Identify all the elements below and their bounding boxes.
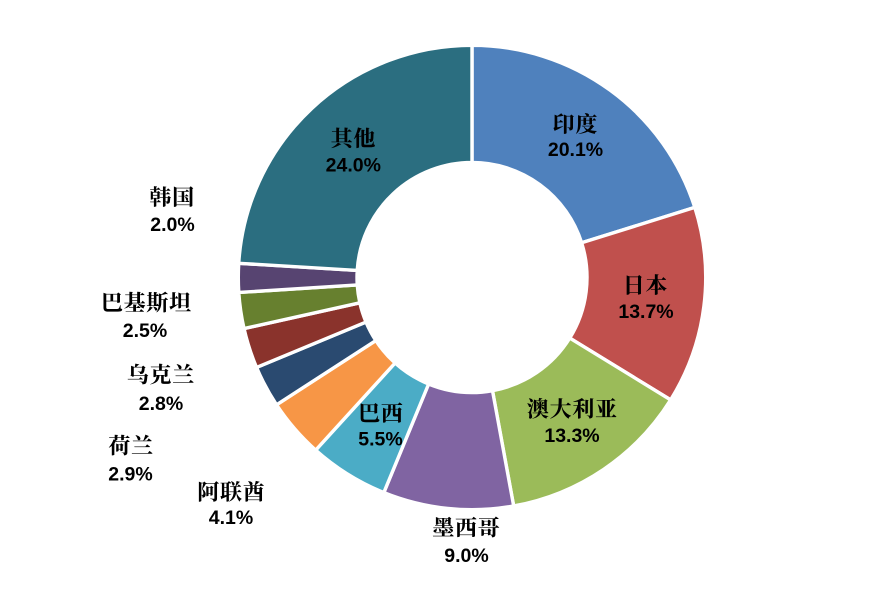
svg-text:2.9%: 2.9%	[108, 464, 152, 486]
svg-text:2.8%: 2.8%	[139, 393, 183, 415]
svg-text:13.7%: 13.7%	[618, 301, 673, 323]
svg-text:5.5%: 5.5%	[358, 429, 402, 451]
svg-text:20.1%: 20.1%	[548, 139, 603, 161]
svg-text:4.1%: 4.1%	[209, 507, 253, 529]
svg-text:2.5%: 2.5%	[123, 320, 167, 342]
svg-text:9.0%: 9.0%	[444, 545, 488, 567]
svg-text:13.3%: 13.3%	[544, 425, 599, 447]
svg-text:24.0%: 24.0%	[326, 154, 381, 176]
svg-text:2.0%: 2.0%	[150, 214, 194, 236]
